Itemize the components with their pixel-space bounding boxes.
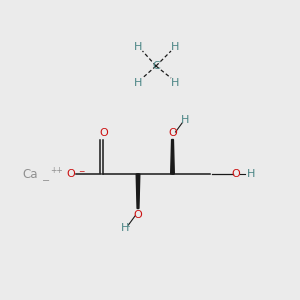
- Polygon shape: [136, 174, 140, 208]
- Text: O: O: [99, 128, 108, 138]
- Text: H: H: [134, 41, 142, 52]
- Text: H: H: [121, 223, 129, 233]
- Text: O: O: [66, 169, 75, 179]
- Text: H: H: [134, 77, 142, 88]
- Text: −: −: [78, 167, 84, 176]
- Text: Ca: Ca: [22, 167, 38, 181]
- Text: H: H: [181, 115, 189, 125]
- Polygon shape: [171, 140, 174, 174]
- Text: O: O: [231, 169, 240, 179]
- Text: ·: ·: [127, 220, 131, 234]
- Text: O: O: [134, 210, 142, 220]
- Text: H: H: [247, 169, 255, 179]
- Text: C: C: [152, 61, 160, 71]
- Text: ++: ++: [50, 166, 63, 175]
- Text: O: O: [168, 128, 177, 138]
- Text: H: H: [171, 77, 180, 88]
- Text: ·: ·: [247, 168, 250, 178]
- Text: H: H: [171, 41, 180, 52]
- Text: −: −: [42, 176, 51, 186]
